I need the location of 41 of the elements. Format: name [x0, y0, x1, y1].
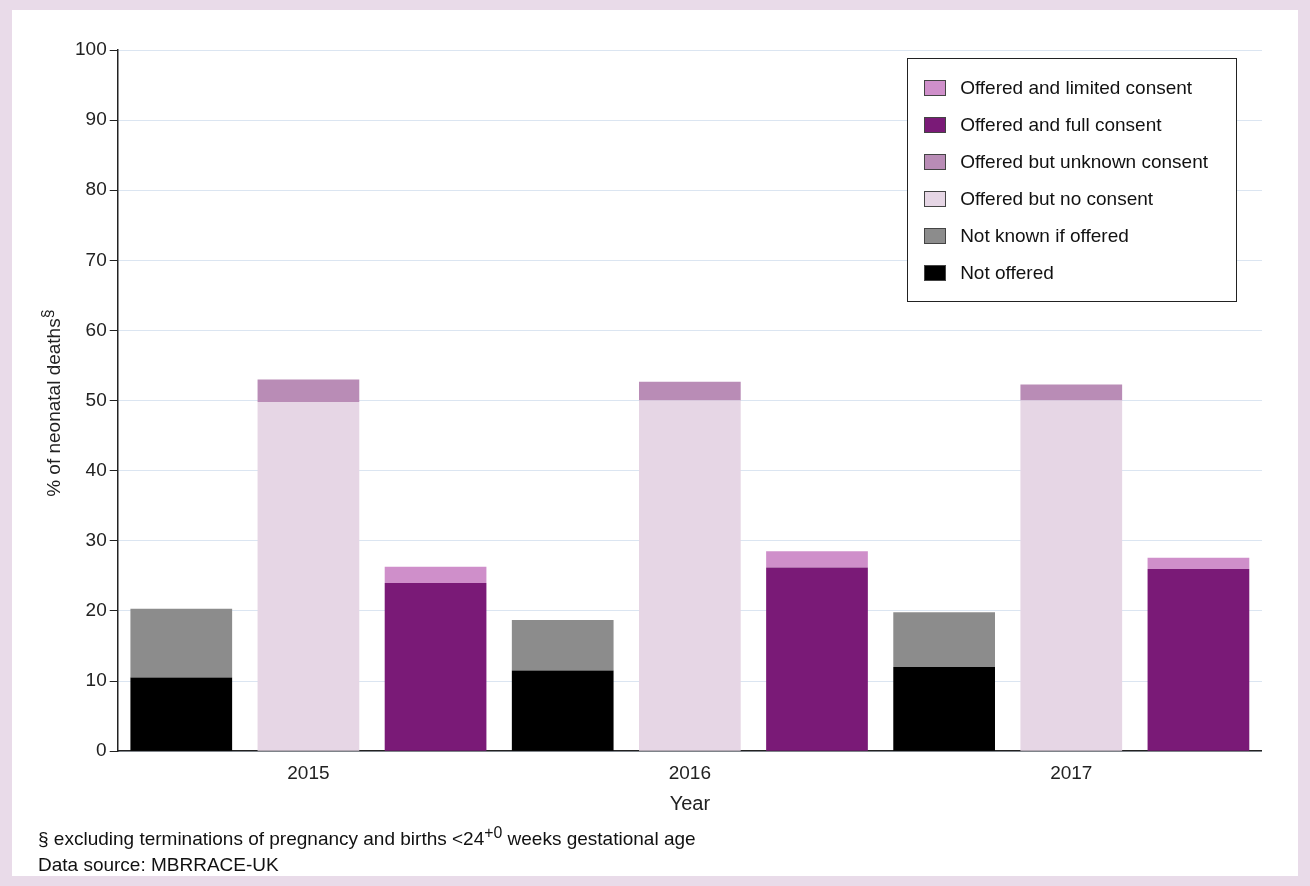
legend-label: Offered but no consent	[960, 187, 1154, 210]
x-axis-title: Year	[669, 791, 711, 814]
y-tick-label: 50	[85, 388, 107, 410]
bar	[1020, 400, 1123, 751]
bar	[511, 670, 614, 751]
legend-label: Not known if offered	[960, 224, 1129, 247]
bar	[257, 402, 360, 751]
y-tick-label: 0	[96, 739, 107, 761]
bar	[1020, 384, 1123, 401]
bar	[766, 551, 868, 568]
y-tick-label: 40	[85, 458, 107, 480]
y-tick-label: 60	[85, 318, 107, 340]
legend-label: Offered and full consent	[960, 113, 1162, 136]
legend-label: Offered and limited consent	[960, 76, 1193, 99]
bar	[384, 566, 487, 583]
legend-label: Offered but unknown consent	[960, 150, 1208, 173]
bar	[130, 677, 233, 751]
bar	[130, 608, 233, 678]
y-tick-label: 70	[85, 248, 107, 270]
bar	[257, 379, 360, 402]
legend-label: Not offered	[960, 261, 1054, 284]
bar	[893, 667, 995, 751]
x-tick-label: 2017	[1050, 761, 1093, 783]
bar	[893, 612, 995, 668]
bar	[638, 381, 741, 401]
y-tick-label: 90	[85, 108, 107, 130]
bar	[1147, 557, 1250, 569]
y-tick-label: 20	[85, 599, 107, 621]
y-tick-label: 80	[85, 178, 107, 200]
bar	[511, 620, 614, 671]
bar	[384, 582, 487, 751]
text: § excluding terminations of pregnancy and births <24$^{+0}$ weeks gestational age	[38, 823, 696, 852]
y-tick-label: 100	[75, 38, 107, 60]
y-tick-label: 10	[85, 669, 107, 691]
source-note: Data source: MBRRACE-UK	[38, 853, 280, 878]
bar	[766, 567, 868, 751]
x-tick-label: 2015	[287, 761, 330, 783]
bar	[638, 400, 741, 751]
x-tick-label: 2016	[668, 761, 711, 783]
y-tick-label: 30	[85, 529, 107, 551]
bar	[1147, 568, 1250, 751]
